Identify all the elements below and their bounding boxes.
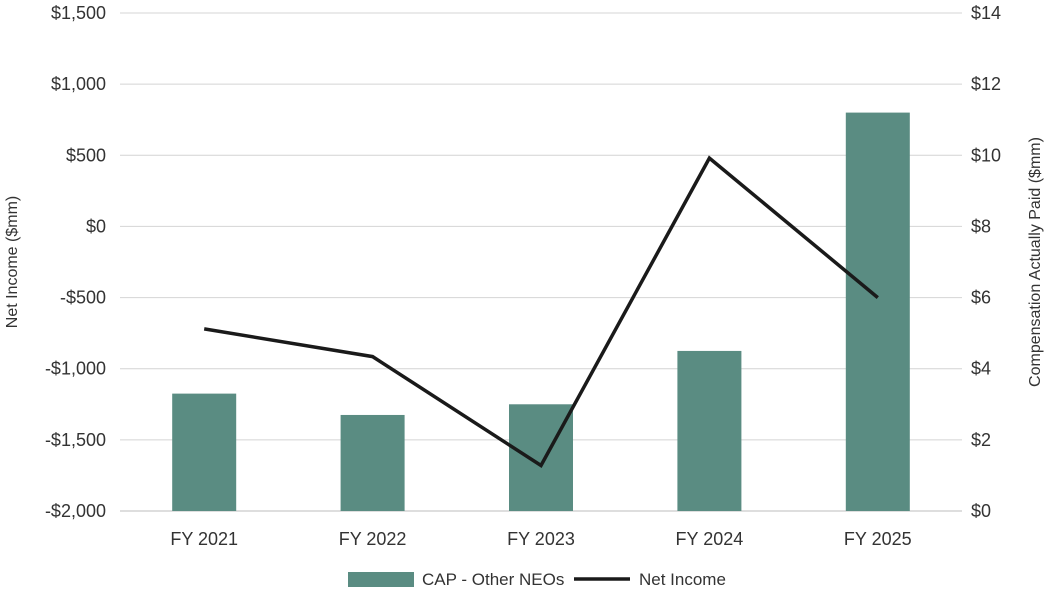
x-axis-tick-label: FY 2021 <box>170 529 238 549</box>
bar-fy-2025 <box>845 112 910 511</box>
legend-label-cap-other-neos: CAP - Other NEOs <box>422 570 564 589</box>
right-axis-tick-label: $10 <box>971 145 1001 165</box>
right-axis-ticks: $0 $2 $4 $6 $8 $10 $12 $14 <box>971 3 1001 521</box>
left-axis-ticks: -$2,000 -$1,500 -$1,000 -$500 $0 $500 $1,000 $1… <box>45 3 106 521</box>
left-axis-tick-label: $1,500 <box>51 3 106 23</box>
right-axis-tick-label: $4 <box>971 359 991 379</box>
left-axis-tick-label: -$1,500 <box>45 430 106 450</box>
right-axis-tick-label: $0 <box>971 501 991 521</box>
bar-fy-2022 <box>340 414 405 511</box>
left-axis-tick-label: $500 <box>66 145 106 165</box>
right-axis-tick-label: $6 <box>971 288 991 308</box>
right-axis-tick-label: $14 <box>971 3 1001 23</box>
right-axis-title: Compensation Actually Paid ($mm) <box>1027 137 1044 387</box>
x-axis-tick-label: FY 2025 <box>844 529 912 549</box>
line-series-net-income <box>203 155 879 468</box>
x-axis-ticks: FY 2021 FY 2022 FY 2023 FY 2024 FY 2025 <box>170 529 911 549</box>
bar-fy-2023 <box>509 404 573 511</box>
left-axis-title: Net Income ($mm) <box>4 196 21 328</box>
legend-label-net-income: Net Income <box>639 570 726 589</box>
left-axis-tick-label: -$2,000 <box>45 501 106 521</box>
legend: CAP - Other NEOs Net Income <box>348 570 726 589</box>
right-axis-tick-label: $12 <box>971 74 1001 94</box>
left-axis-tick-label: $0 <box>86 216 106 236</box>
left-axis-tick-label: -$500 <box>60 288 106 308</box>
right-axis-tick-label: $2 <box>971 430 991 450</box>
net-income-line <box>203 155 879 468</box>
x-axis-tick-label: FY 2022 <box>339 529 407 549</box>
gridlines <box>120 12 962 512</box>
right-axis-tick-label: $8 <box>971 216 991 236</box>
left-axis-tick-label: $1,000 <box>51 74 106 94</box>
x-axis-tick-label: FY 2024 <box>676 529 744 549</box>
bar-fy-2021 <box>172 393 237 511</box>
bar-fy-2024 <box>677 350 742 511</box>
bar-series-cap-other-neos <box>172 112 910 511</box>
legend-swatch-cap-other-neos <box>348 572 414 587</box>
left-axis-tick-label: -$1,000 <box>45 359 106 379</box>
x-axis-tick-label: FY 2023 <box>507 529 575 549</box>
